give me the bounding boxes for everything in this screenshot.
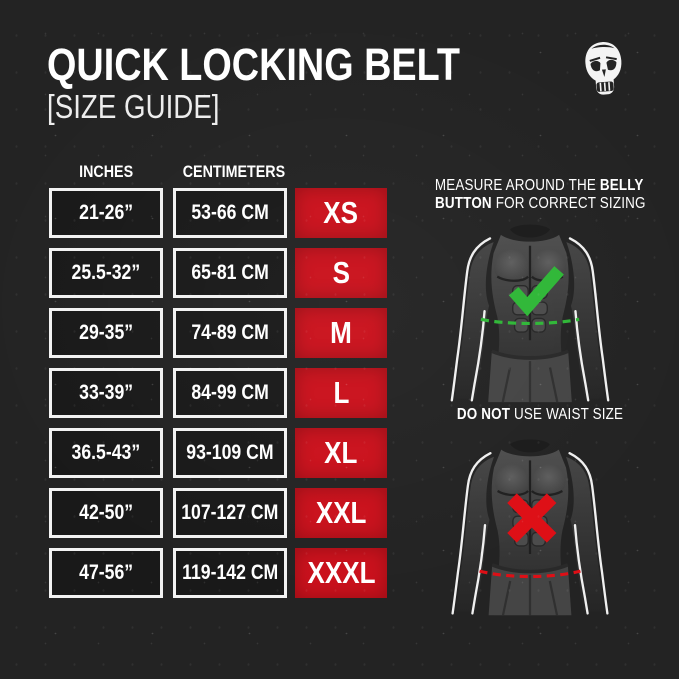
torso-correct-figure [430,219,630,407]
size-row-m: 29-35” 74-89 CM M [49,308,387,358]
cm-value: 84-99 CM [173,368,287,418]
inches-value: 33-39” [49,368,163,418]
inches-value: 47-56” [49,548,163,598]
inches-value: 42-50” [49,488,163,538]
cm-value: 74-89 CM [173,308,287,358]
measure-instruction: MEASURE AROUND THE BELLY BUTTON FOR CORR… [434,177,646,212]
cm-value: 119-142 CM [173,548,287,598]
size-badge: XL [295,428,387,478]
waist-instruction: DO NOT USE WAIST SIZE [456,406,624,423]
cm-value: 107-127 CM [173,488,287,538]
size-row-xs: 21-26” 53-66 CM XS [49,188,387,238]
size-row-xl: 36.5-43” 93-109 CM XL [49,428,387,478]
size-badge: S [295,248,387,298]
torso-incorrect-figure [430,437,630,617]
skull-icon [582,40,626,102]
size-badge: L [295,368,387,418]
page-subtitle: [SIZE GUIDE] [47,88,220,125]
size-badge: M [295,308,387,358]
measure-line-correct [480,317,580,326]
inches-value: 25.5-32” [49,248,163,298]
size-row-l: 33-39” 84-99 CM L [49,368,387,418]
page-title: QUICK LOCKING BELT [47,39,460,90]
column-header-centimeters: CENTIMETERS [182,162,286,181]
size-badge: XXXL [295,548,387,598]
x-icon [507,493,557,543]
size-badge: XXL [295,488,387,538]
size-row-s: 25.5-32” 65-81 CM S [49,248,387,298]
inches-value: 21-26” [49,188,163,238]
inches-value: 36.5-43” [49,428,163,478]
size-row-xxxl: 47-56” 119-142 CM XXXL [49,548,387,598]
size-row-xxl: 42-50” 107-127 CM XXL [49,488,387,538]
cm-value: 53-66 CM [173,188,287,238]
size-badge: XS [295,188,387,238]
column-header-inches: INCHES [79,162,133,181]
size-table-rows: 21-26” 53-66 CM XS 25.5-32” 65-81 CM S 2… [49,188,387,598]
cm-value: 93-109 CM [173,428,287,478]
inches-value: 29-35” [49,308,163,358]
check-icon [508,266,564,317]
cm-value: 65-81 CM [173,248,287,298]
